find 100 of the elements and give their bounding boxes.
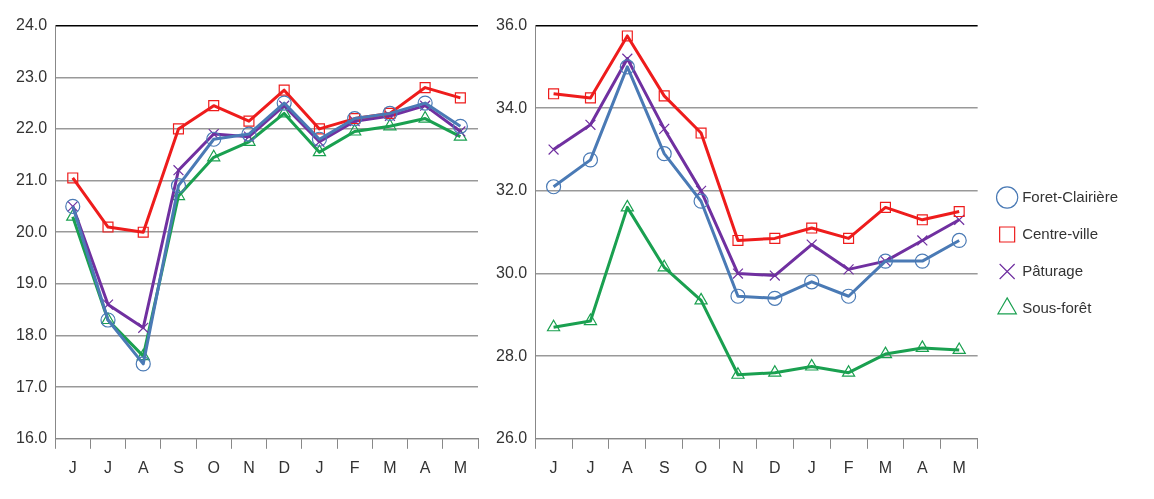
point	[278, 84, 290, 96]
x-tick-label: S	[658, 458, 670, 476]
x-tick-label: O	[694, 458, 708, 476]
point	[730, 288, 746, 304]
point	[694, 292, 708, 305]
x-tick-label: A	[419, 458, 431, 476]
point	[657, 259, 671, 272]
point	[206, 131, 222, 147]
x-tick-label: J	[315, 458, 324, 476]
point	[102, 221, 114, 233]
y-tick-label: 30.0	[496, 263, 528, 281]
point	[137, 226, 149, 238]
point	[769, 270, 781, 282]
point	[584, 92, 596, 104]
y-tick-label: 24.0	[16, 16, 48, 34]
point	[276, 95, 292, 111]
point	[915, 340, 929, 352]
point	[172, 123, 185, 135]
x-tick-label: N	[243, 458, 255, 476]
point	[137, 322, 149, 334]
point	[241, 126, 257, 142]
point	[545, 179, 562, 195]
point	[805, 358, 819, 371]
point	[732, 267, 744, 280]
point	[951, 232, 967, 249]
y-tick-label: 18.0	[16, 325, 48, 343]
y-tick-label: 21.0	[16, 170, 48, 188]
point	[953, 205, 965, 218]
y-tick-label: 20.0	[16, 222, 48, 240]
point	[172, 164, 185, 176]
point	[806, 239, 818, 251]
point	[840, 288, 857, 304]
point	[208, 100, 220, 112]
x-tick-label: F	[843, 458, 854, 476]
point	[102, 298, 114, 311]
point	[843, 263, 855, 275]
point	[548, 88, 560, 100]
point	[620, 199, 634, 212]
point	[546, 319, 561, 332]
y-tick-label: 23.0	[16, 67, 48, 85]
point	[584, 119, 596, 131]
x-tick-label: J	[104, 458, 112, 476]
point	[769, 232, 781, 244]
point	[170, 178, 187, 194]
x-tick-label: J	[68, 458, 77, 476]
point	[619, 59, 635, 75]
point	[767, 290, 783, 306]
point	[135, 356, 151, 372]
point	[695, 127, 707, 139]
x-tick-label: O	[207, 458, 220, 476]
point	[621, 30, 633, 42]
x-tick-label: D	[278, 458, 290, 476]
x-tick-label: J	[807, 458, 816, 476]
point	[731, 367, 745, 379]
point	[348, 123, 362, 136]
x-tick-label: S	[173, 458, 184, 476]
x-tick-label: A	[621, 458, 633, 476]
point	[916, 234, 928, 247]
point	[582, 152, 599, 168]
point	[658, 123, 670, 135]
x-tick-label: M	[453, 458, 468, 476]
point	[693, 193, 709, 209]
point	[418, 110, 432, 123]
point	[804, 274, 820, 290]
point	[952, 342, 966, 355]
point	[879, 201, 892, 213]
point	[732, 234, 744, 247]
x-tick-label: N	[732, 458, 744, 476]
point	[878, 346, 893, 359]
point	[453, 129, 468, 141]
point	[548, 144, 560, 156]
legend-label: Sous-forêt	[1022, 298, 1093, 316]
point	[656, 146, 672, 162]
point	[171, 188, 186, 201]
point	[452, 118, 468, 134]
point	[841, 365, 856, 377]
legend-label: Foret-Clairière	[1022, 187, 1119, 205]
x-tick-label: F	[349, 458, 360, 476]
point	[454, 92, 466, 104]
point	[419, 100, 431, 112]
x-tick-label: D	[769, 458, 781, 476]
x-tick-label: A	[917, 458, 928, 476]
x-tick-label: J	[549, 458, 558, 476]
point	[243, 115, 255, 127]
point	[67, 172, 79, 184]
point	[583, 313, 598, 326]
point	[277, 105, 291, 118]
y-tick-label: 16.0	[16, 429, 48, 447]
y-tick-label: 26.0	[496, 429, 528, 447]
legend-label: Centre-ville	[1022, 224, 1099, 242]
legend-label: Pâturage	[1022, 261, 1084, 279]
point	[914, 253, 930, 269]
point	[311, 131, 328, 147]
point	[621, 53, 633, 65]
point	[806, 222, 818, 234]
point	[383, 118, 397, 131]
x-tick-label: A	[137, 458, 149, 476]
point	[417, 95, 433, 111]
point	[313, 123, 325, 135]
point	[312, 144, 327, 157]
